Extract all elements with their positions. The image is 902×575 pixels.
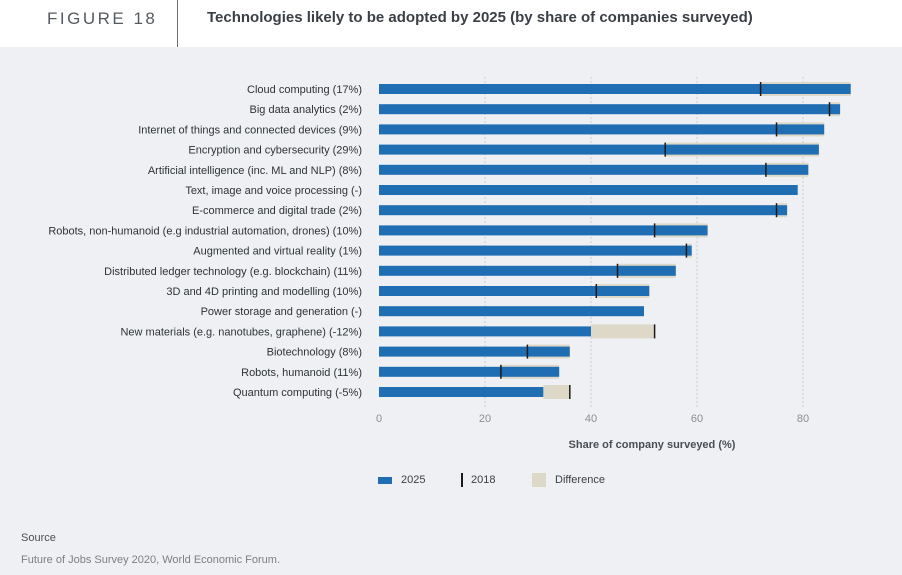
x-tick-label: 20 [479,413,491,425]
bar-2025 [379,346,570,357]
bar-2025 [379,225,708,236]
category-label: Robots, humanoid (11%) [241,367,362,379]
bar-2025 [379,286,650,296]
bar-2025 [379,265,676,276]
bar-2025 [379,245,692,256]
category-label: Biotechnology (8%) [267,347,362,359]
category-label: Artificial intelligence (inc. ML and NLP… [148,165,362,177]
category-label: Quantum computing (-5%) [233,387,362,399]
difference-bar [543,385,570,399]
bar-2025 [379,84,851,94]
legend-item-2025: 2025 [378,472,425,488]
legend-label-difference: Difference [555,474,605,486]
legend-swatch-2025 [378,476,392,484]
category-label: 3D and 4D printing and modelling (10%) [166,286,362,298]
legend-item-2018: 2018 [461,472,495,488]
legend-label-2025: 2025 [401,474,426,486]
category-label: Distributed ledger technology (e.g. bloc… [104,266,362,278]
category-label: Augmented and virtual reality (1%) [193,246,362,258]
bar-2025 [379,104,841,115]
bar-2025 [379,185,798,195]
figure-header: FIGURE 18 Technologies likely to be adop… [0,0,902,47]
category-label: Robots, non-humanoid (e.g industrial aut… [48,225,362,237]
category-label: Power storage and generation (-) [201,306,362,318]
figure-label: FIGURE 18 [47,9,158,28]
header-divider [177,0,178,47]
bar-2025 [379,387,544,397]
category-label: Cloud computing (17%) [247,84,362,96]
bar-2025 [379,124,825,135]
category-label: Internet of things and connected devices… [138,124,362,136]
x-tick-label: 80 [797,413,809,425]
category-label: Big data analytics (2%) [250,104,363,116]
figure-title: Technologies likely to be adopted by 202… [207,9,753,26]
legend-swatch-difference [532,473,546,487]
x-tick-label: 40 [585,413,597,425]
x-tick-label: 0 [376,413,382,425]
source-title: Source [21,532,56,544]
category-label: Text, image and voice processing (-) [185,185,362,197]
x-axis-title: Share of company surveyed (%) [569,439,736,451]
bar-2025 [379,164,809,175]
category-label: New materials (e.g. nanotubes, graphene)… [120,326,362,338]
difference-bar [591,324,655,339]
source-text: Future of Jobs Survey 2020, World Econom… [21,554,281,566]
x-tick-label: 60 [691,413,703,425]
chart-legend: 2025 2018 Difference [0,472,902,488]
bar-2025 [379,326,591,337]
bar-2025 [379,366,560,377]
bar-2025 [379,205,788,216]
category-label: E-commerce and digital trade (2%) [192,205,362,217]
legend-label-2018: 2018 [471,474,496,486]
category-label: Encryption and cybersecurity (29%) [188,145,362,157]
bar-chart: 0 20 40 60 80 Share of company surveyed (%) Cl… [48,77,851,451]
bar-2025 [379,306,644,317]
legend-marker-2018 [461,473,463,487]
bar-2025 [379,144,819,155]
legend-item-difference: Difference [532,472,605,488]
